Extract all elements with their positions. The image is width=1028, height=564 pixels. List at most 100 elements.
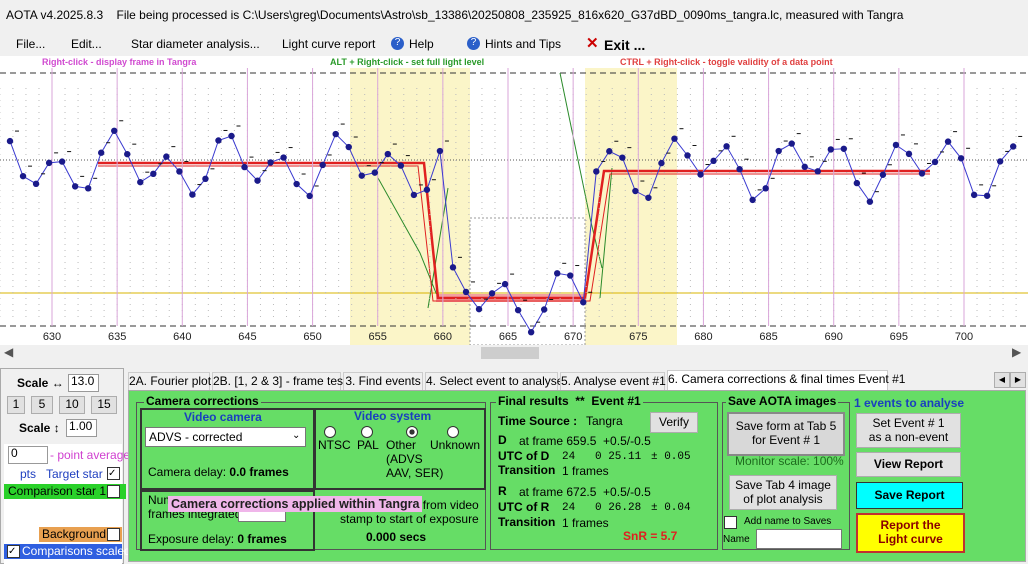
label: Scale ↕	[19, 421, 60, 435]
input[interactable]	[756, 529, 842, 549]
radio[interactable]	[361, 426, 373, 438]
data-point	[332, 130, 339, 138]
menu-item[interactable]: Light curve report	[282, 37, 376, 51]
dropdown[interactable]: ADVS - corrected	[145, 427, 306, 447]
data-point	[124, 150, 131, 158]
data-point	[306, 192, 313, 200]
button[interactable]: 1	[7, 396, 25, 414]
scroll-right[interactable]: ▶	[1012, 345, 1022, 359]
label: Comparisons scaled	[4, 544, 131, 559]
button[interactable]: Save form at Tab 5 for Event # 1	[727, 412, 845, 456]
tab[interactable]: 3. Find events	[343, 372, 423, 391]
checkbox[interactable]: ✓	[107, 467, 120, 480]
menu-item[interactable]: Help	[409, 37, 434, 51]
event-band	[585, 68, 677, 345]
tab[interactable]: 2B. [1, 2 & 3] - frame test	[212, 372, 346, 391]
tab-scroll[interactable]: ▶	[1010, 372, 1026, 388]
scroll-thumb[interactable]	[481, 347, 539, 359]
label: D	[498, 433, 507, 447]
h-scrollbar[interactable]: ◀ ▶	[0, 345, 1028, 361]
button[interactable]: 5	[31, 396, 53, 414]
data-point	[879, 171, 887, 178]
data-point	[371, 169, 378, 176]
menu-item[interactable]: Exit ...	[604, 37, 646, 53]
button[interactable]: 15	[91, 396, 117, 414]
checkbox[interactable]	[724, 516, 737, 529]
radio-checked[interactable]	[406, 426, 418, 438]
value: 24 0 26.28	[562, 502, 642, 514]
data-point	[280, 154, 287, 161]
data-point	[918, 170, 926, 177]
data-point	[345, 143, 352, 151]
label: R	[498, 484, 507, 498]
snr: SnR = 5.7	[623, 529, 678, 543]
button[interactable]: Set Event # 1 as a non-event	[856, 413, 961, 448]
button[interactable]: Save Tab 4 image of plot analysis	[729, 475, 837, 510]
data-point	[658, 159, 665, 167]
menu-item[interactable]: Star diameter analysis...	[131, 37, 260, 51]
x-tick-label: 695	[890, 331, 908, 343]
data-point	[19, 172, 27, 180]
left-panel: Scale ↔ 13.0 1 5 10 15 Scale ↕ 1.00 0 - …	[0, 368, 131, 564]
data-point	[944, 138, 952, 145]
fit-line	[98, 161, 930, 300]
input[interactable]: 1.00	[66, 419, 97, 437]
dropdown-arrow: ⌄	[292, 430, 301, 441]
x-tick-label: 670	[564, 331, 582, 343]
menu-item[interactable]: Edit...	[71, 37, 102, 51]
tab[interactable]: 2A. Fourier plot	[128, 372, 211, 391]
checkbox[interactable]	[107, 528, 120, 541]
hint: ALT + Right-click - set full light level	[330, 57, 485, 67]
data-point	[423, 186, 431, 193]
data-point	[462, 288, 470, 296]
event-box	[469, 217, 586, 345]
tab-scroll[interactable]: ◀	[994, 372, 1010, 388]
data-point	[1010, 143, 1017, 150]
data-point	[319, 161, 326, 169]
menu-item[interactable]: Hints and Tips	[485, 37, 562, 51]
button[interactable]: Report the Light curve	[856, 513, 965, 553]
data-point	[293, 180, 300, 188]
data-point	[436, 147, 444, 155]
menu-item[interactable]: File...	[16, 37, 46, 51]
data-point	[150, 170, 157, 178]
value: 0 frames	[237, 532, 287, 546]
tab[interactable]: 5. Analyse event #1	[560, 372, 666, 391]
data-point	[384, 150, 392, 158]
data-point	[514, 306, 522, 314]
x-tick-label: 685	[759, 331, 777, 343]
tab-active[interactable]: 6. Camera corrections & final times Even…	[667, 370, 905, 391]
data-point	[827, 146, 834, 153]
help-icon: ?	[391, 37, 404, 50]
radio[interactable]	[324, 426, 336, 438]
data-point	[449, 264, 457, 271]
data-point	[697, 171, 704, 178]
data-point	[996, 158, 1004, 165]
button[interactable]: Verify	[650, 412, 698, 433]
tab[interactable]: 4. Select event to analyse	[425, 372, 563, 391]
checkbox[interactable]: ✓	[7, 545, 20, 558]
data-point	[527, 328, 535, 336]
data-point	[84, 185, 92, 192]
hint: CTRL + Right-click - toggle validity of …	[620, 57, 833, 67]
dropdown[interactable]: 0	[8, 446, 48, 464]
value: ± 0.05	[651, 451, 691, 463]
group-title: Save AOTA images	[726, 394, 839, 409]
x-tick-label: 650	[303, 331, 321, 343]
label: Name	[723, 534, 750, 545]
input[interactable]: 13.0	[68, 374, 99, 392]
x-tick-label: 640	[173, 331, 191, 343]
button[interactable]: Save Report	[856, 482, 963, 509]
radio[interactable]	[447, 426, 459, 438]
checkbox[interactable]	[107, 485, 120, 498]
data-point	[762, 185, 769, 192]
data-point	[176, 168, 183, 175]
button[interactable]: View Report	[856, 452, 961, 477]
button[interactable]: 10	[59, 396, 85, 414]
value: 1 frames	[562, 464, 609, 478]
x-tick-label: 645	[238, 331, 256, 343]
value: ± 0.04	[651, 502, 691, 514]
data-point	[671, 135, 678, 142]
scroll-left[interactable]: ◀	[4, 345, 14, 359]
data-point	[710, 157, 717, 165]
